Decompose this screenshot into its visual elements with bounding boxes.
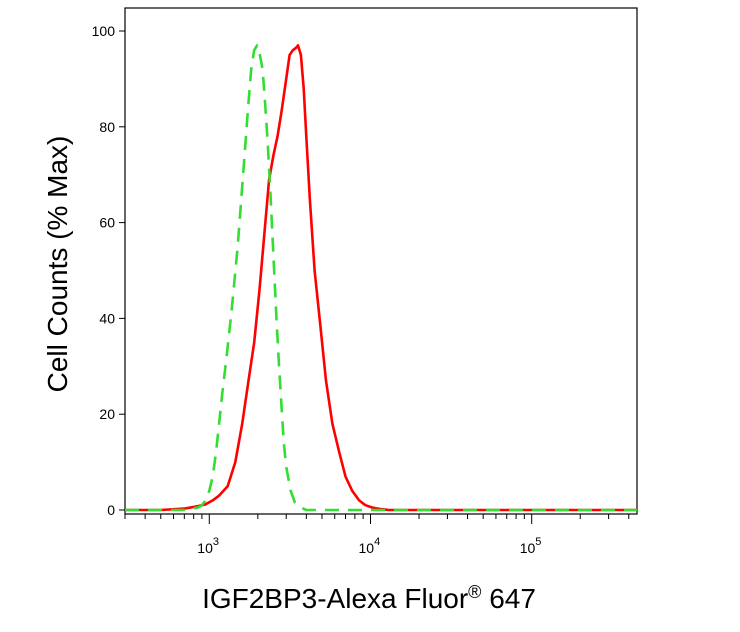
plot-area-frame: [124, 7, 638, 515]
y-tick-label: 100: [92, 23, 116, 39]
y-tick-label: 20: [99, 406, 115, 422]
y-tick-label: 40: [99, 310, 115, 326]
x-tick-label: 103: [197, 536, 219, 556]
y-tick-label: 80: [99, 119, 115, 135]
series-line-green-dashed: [125, 44, 637, 512]
x-axis-label: IGF2BP3-Alexa Fluor® 647: [202, 582, 536, 614]
series-line-red-solid: [125, 44, 637, 512]
y-tick-label: 60: [99, 215, 115, 231]
x-tick-label: 105: [520, 536, 542, 556]
x-tick-label: 104: [358, 536, 380, 556]
y-axis-label: Cell Counts (% Max): [42, 136, 73, 393]
y-tick-label: 0: [107, 502, 115, 518]
